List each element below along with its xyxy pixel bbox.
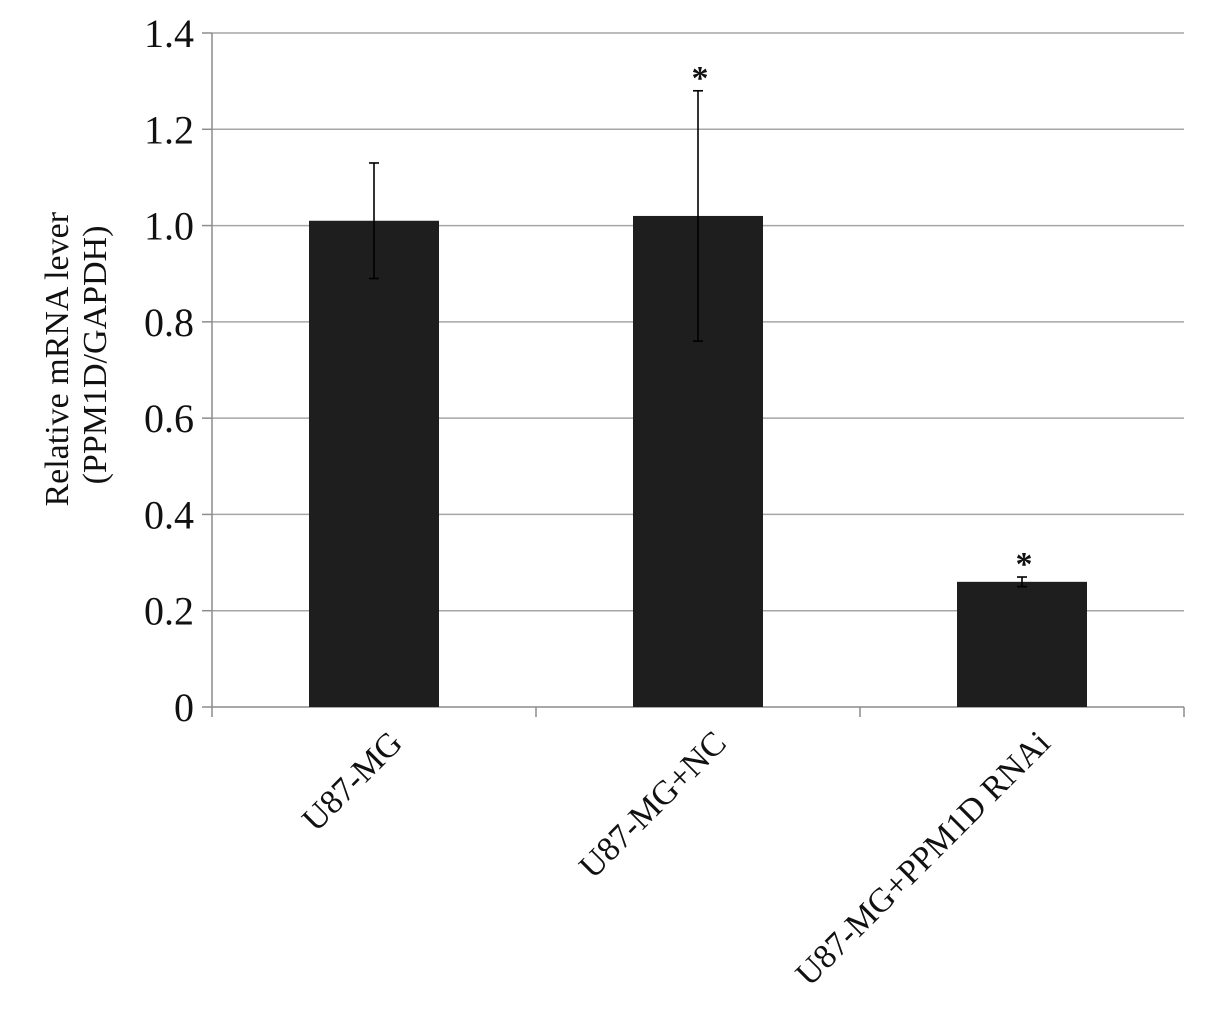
y-tick-label: 1.4 xyxy=(144,11,194,56)
labels: 0 0.2 0.4 0.6 0.8 1.0 1.2 1.4 U87-MG * U87-MG+NC * U… xyxy=(144,11,1058,993)
significance-marker: * xyxy=(1016,546,1033,583)
y-axis-label: Relative mRNA lever (PPM1D/GAPDH) xyxy=(39,203,114,506)
error-bars xyxy=(369,89,1027,588)
x-category-label: U87-MG+NC xyxy=(572,724,733,885)
y-tick-label: 0.2 xyxy=(144,589,194,634)
y-axis-label-line-1: Relative mRNA lever xyxy=(39,211,76,506)
y-tick-label: 0 xyxy=(174,685,194,730)
y-tick-label: 0.6 xyxy=(144,396,194,441)
y-tick-label: 1.0 xyxy=(144,204,194,249)
x-category-label: U87-MG xyxy=(295,724,409,838)
y-tick-label: 1.2 xyxy=(144,107,194,152)
bar xyxy=(957,581,1087,707)
significance-marker: * xyxy=(692,60,709,97)
y-tick-label: 0.4 xyxy=(144,492,194,537)
bar xyxy=(309,220,439,707)
bars xyxy=(309,215,1087,707)
x-category-label: U87-MG+PPM1D RNAi xyxy=(789,724,1058,993)
y-axis-label-line-2: (PPM1D/GAPDH) xyxy=(77,226,114,485)
y-tick-label: 0.8 xyxy=(144,300,194,345)
